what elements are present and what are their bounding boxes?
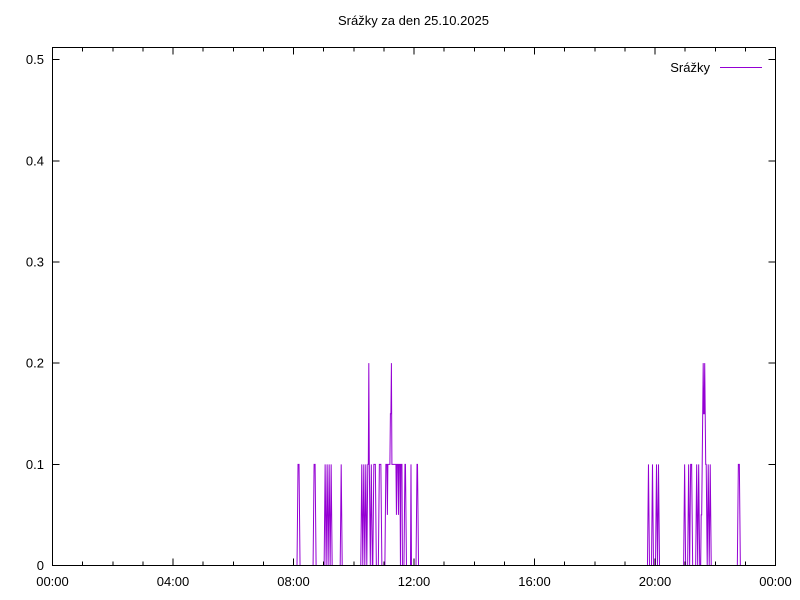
- legend: Srážky: [670, 60, 762, 75]
- legend-label: Srážky: [670, 60, 710, 75]
- chart-title: Srážky za den 25.10.2025: [337, 13, 490, 28]
- y-tick-label: 0.4: [26, 153, 44, 168]
- y-tick-label: 0: [37, 558, 44, 573]
- x-tick-label: 00:00: [36, 574, 69, 589]
- legend-key-line: [720, 66, 762, 69]
- series-line-0: [52, 363, 776, 566]
- x-tick-label: 20:00: [639, 574, 672, 589]
- y-tick-label: 0.2: [26, 356, 44, 371]
- x-tick-label: 12:00: [398, 574, 431, 589]
- x-tick-label: 00:00: [759, 574, 792, 589]
- x-tick-label: 08:00: [277, 574, 310, 589]
- y-tick-label: 0.1: [26, 457, 44, 472]
- x-tick-label: 16:00: [518, 574, 551, 589]
- y-tick-label: 0.5: [26, 52, 44, 67]
- plot-border: [52, 47, 776, 566]
- y-tick-label: 0.3: [26, 254, 44, 269]
- x-tick-label: 04:00: [157, 574, 190, 589]
